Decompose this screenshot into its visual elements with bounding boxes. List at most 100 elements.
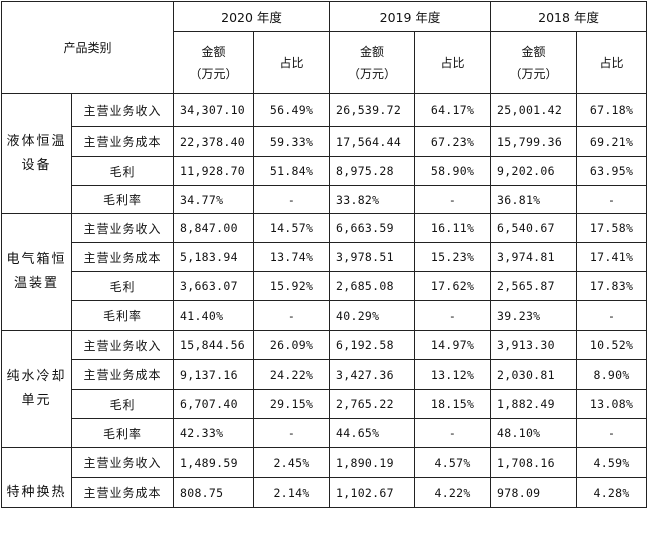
amount-cell: 2,685.08	[329, 271, 416, 301]
amount-cell: 26,539.72	[329, 93, 416, 127]
year-header-2018: 2018 年度	[490, 1, 648, 32]
amount-cell: 2,030.81	[490, 359, 578, 390]
amount-cell: 3,913.30	[490, 330, 578, 360]
ratio-cell: 18.15%	[414, 389, 492, 419]
amount-cell: 34,307.10	[173, 93, 255, 127]
amount-cell: 6,663.59	[329, 213, 416, 243]
ratio-cell: 4.28%	[576, 477, 648, 508]
header-row-years: 产品类别 2020 年度 2019 年度 2018 年度	[0, 1, 648, 94]
ratio-cell: 15.92%	[253, 271, 331, 301]
amount-cell: 8,847.00	[173, 213, 255, 243]
metric-label: 主营业务收入	[70, 330, 175, 360]
table-row: 液体恒温 设备 主营业务收入 34,307.10 56.49% 26,539.72 64.1…	[1, 93, 648, 214]
table-row: 特种换热 主营业务收入 1,489.59 2.45% 1,890.19 4.57% 1,70…	[1, 447, 648, 508]
ratio-cell: 24.22%	[253, 359, 331, 390]
amount-cell: 8,975.28	[329, 156, 416, 186]
table-row: 主营业务成本 9,137.16 24.22% 3,427.36 13.12% 2,030.…	[2, 359, 648, 390]
table-row: 毛利率 41.40% -40.29% -39.23% -	[2, 300, 648, 331]
amount-cell: 34.77%	[173, 185, 255, 214]
metric-label: 毛利率	[70, 300, 175, 331]
ratio-cell: 56.49%	[253, 93, 331, 127]
ratio-cell: -	[253, 185, 331, 214]
amount-cell: 48.10%	[490, 418, 578, 448]
amount-cell: 22,378.40	[173, 126, 255, 157]
amount-cell: 3,427.36	[329, 359, 416, 390]
metric-label: 主营业务成本	[70, 242, 175, 272]
amount-header: 金额 （万元）	[173, 31, 255, 94]
amount-cell: 36.81%	[490, 185, 578, 214]
amount-cell: 978.09	[490, 477, 578, 508]
amount-cell: 17,564.44	[329, 126, 416, 157]
ratio-cell: 64.17%	[414, 93, 492, 127]
product-category-label: 温装置	[13, 276, 59, 291]
table-row: 毛利 6,707.40 29.15% 2,765.22 18.15% 1,882.49 13…	[2, 389, 648, 419]
product-category-cell: 纯水冷却 单元	[1, 330, 72, 448]
amount-cell: 1,102.67	[329, 477, 416, 508]
ratio-cell: 14.57%	[253, 213, 331, 243]
ratio-cell: 69.21%	[576, 126, 648, 157]
table-row: 主营业务成本 808.75 2.14% 1,102.67 4.22% 978.09 4.28…	[2, 477, 648, 508]
ratio-cell: 26.09%	[253, 330, 331, 360]
amount-cell: 1,890.19	[329, 447, 416, 478]
metric-label: 毛利	[70, 389, 175, 419]
product-category-label: 单元	[21, 393, 52, 408]
ratio-cell: 29.15%	[253, 389, 331, 419]
table-row: 毛利 11,928.70 51.84% 8,975.28 58.90% 9,202.06 6…	[2, 156, 648, 186]
ratio-cell: -	[414, 300, 492, 331]
ratio-cell: 4.59%	[576, 447, 648, 478]
ratio-cell: -	[576, 418, 648, 448]
metric-label: 毛利率	[70, 418, 175, 448]
metric-label: 主营业务成本	[70, 126, 175, 157]
product-category-label: 液体恒温	[6, 133, 67, 149]
amount-cell: 25,001.42	[490, 93, 578, 127]
product-category-label: 纯水冷却	[6, 369, 67, 384]
metric-label: 毛利	[70, 271, 175, 301]
ratio-cell: -	[253, 300, 331, 331]
ratio-cell: 17.62%	[414, 271, 492, 301]
ratio-cell: 13.74%	[253, 242, 331, 272]
table-row: 毛利率 34.77% -33.82% -36.81% -	[2, 185, 648, 214]
amount-cell: 3,978.51	[329, 242, 416, 272]
ratio-cell: 17.83%	[576, 271, 648, 301]
amount-cell: 6,540.67	[490, 213, 578, 243]
amount-cell: 15,799.36	[490, 126, 578, 157]
table-row: 主营业务成本 22,378.40 59.33% 17,564.44 67.23% 15,7…	[2, 126, 648, 157]
metric-label: 主营业务收入	[70, 447, 175, 478]
amount-header: 金额 （万元）	[329, 31, 416, 94]
metric-label: 主营业务收入	[70, 213, 175, 243]
ratio-cell: 2.45%	[253, 447, 331, 478]
ratio-header: 占比	[576, 31, 648, 94]
product-category-cell: 特种换热	[1, 447, 72, 508]
amount-cell: 9,137.16	[173, 359, 255, 390]
amount-cell: 808.75	[173, 477, 255, 508]
amount-cell: 3,663.07	[173, 271, 255, 301]
table-row: 纯水冷却 单元 主营业务收入 15,844.56 26.09% 6,192.58 14.97…	[1, 330, 648, 448]
ratio-cell: 17.41%	[576, 242, 648, 272]
amount-cell: 3,974.81	[490, 242, 578, 272]
amount-cell: 15,844.56	[173, 330, 255, 360]
amount-cell: 6,707.40	[173, 389, 255, 419]
amount-cell: 41.40%	[173, 300, 255, 331]
amount-cell: 44.65%	[329, 418, 416, 448]
ratio-cell: 59.33%	[253, 126, 331, 157]
amount-cell: 42.33%	[173, 418, 255, 448]
amount-cell: 2,765.22	[329, 389, 416, 419]
amount-cell: 6,192.58	[329, 330, 416, 360]
amount-cell: 1,489.59	[173, 447, 255, 478]
amount-cell: 2,565.87	[490, 271, 578, 301]
year-header-2020: 2020 年度	[173, 1, 331, 32]
ratio-cell: 4.22%	[414, 477, 492, 508]
table-row: 主营业务成本 5,183.94 13.74% 3,978.51 15.23% 3,974.…	[2, 242, 648, 272]
ratio-cell: 13.12%	[414, 359, 492, 390]
ratio-header: 占比	[253, 31, 331, 94]
amount-cell: 33.82%	[329, 185, 416, 214]
amount-cell: 9,202.06	[490, 156, 578, 186]
ratio-cell: 67.23%	[414, 126, 492, 157]
metric-label: 毛利	[70, 156, 175, 186]
ratio-cell: 17.58%	[576, 213, 648, 243]
amount-cell: 1,882.49	[490, 389, 578, 419]
ratio-cell: 15.23%	[414, 242, 492, 272]
ratio-cell: 10.52%	[576, 330, 648, 360]
metric-label: 主营业务成本	[70, 477, 175, 508]
ratio-cell: -	[253, 418, 331, 448]
